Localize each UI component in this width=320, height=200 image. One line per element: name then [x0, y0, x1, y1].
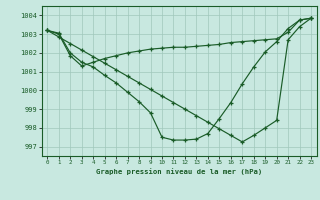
X-axis label: Graphe pression niveau de la mer (hPa): Graphe pression niveau de la mer (hPa) [96, 168, 262, 175]
